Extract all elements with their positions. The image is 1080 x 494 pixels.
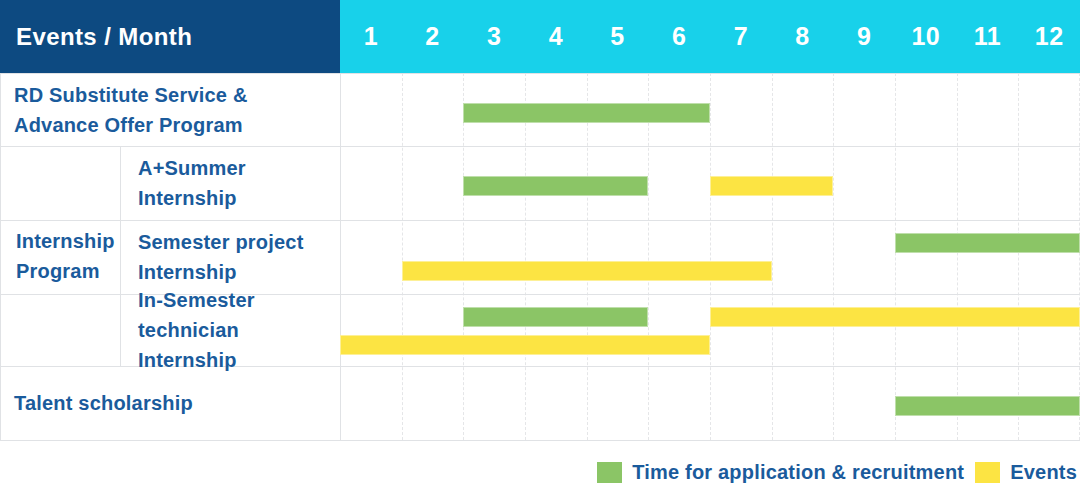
bar-event: [402, 261, 772, 281]
group-label-line: Program: [16, 256, 120, 286]
row-label: RD Substitute Service &Advance Offer Pro…: [0, 73, 340, 146]
month-header-4: 4: [525, 0, 587, 73]
bar-recruitment: [895, 233, 1080, 253]
events-month-header-label: Events / Month: [16, 23, 192, 51]
month-gridline: [833, 73, 834, 440]
legend-label-event: Events: [1010, 461, 1077, 484]
month-gridline: [1018, 73, 1019, 440]
bar-event: [710, 307, 1080, 327]
month-header-7: 7: [710, 0, 772, 73]
month-gridline: [772, 73, 773, 440]
bar-event: [340, 335, 710, 355]
bar-recruitment: [895, 396, 1080, 416]
month-header-5: 5: [587, 0, 649, 73]
bar-event: [710, 176, 833, 196]
bar-recruitment: [463, 307, 648, 327]
row-label-line: Talent scholarship: [14, 388, 340, 418]
month-header-10: 10: [895, 0, 957, 73]
row-label: Talent scholarship: [0, 366, 340, 440]
legend-item-recruitment: Time for application & recruitment: [597, 461, 964, 484]
month-gridline: [402, 73, 403, 440]
row-label: A+SummerInternship: [120, 146, 340, 220]
row-label: In-Semestertechnician Internship: [120, 294, 340, 366]
row-label-line: Internship: [138, 183, 340, 213]
month-header-9: 9: [833, 0, 895, 73]
row-separator: [0, 440, 1080, 441]
row-label-line: In-Semester: [138, 285, 340, 315]
month-gridline: [463, 73, 464, 440]
gantt-chart: Events / Month 123456789101112 RD Substi…: [0, 0, 1080, 494]
month-header-row: 123456789101112: [340, 0, 1080, 73]
row-label-line: Advance Offer Program: [14, 110, 340, 140]
month-header-8: 8: [772, 0, 834, 73]
events-month-header: Events / Month: [0, 0, 340, 73]
bar-recruitment: [463, 103, 710, 123]
month-header-12: 12: [1018, 0, 1080, 73]
bar-recruitment: [463, 176, 648, 196]
row-label-line: A+Summer: [138, 153, 340, 183]
month-gridline: [710, 73, 711, 440]
month-header-3: 3: [463, 0, 525, 73]
month-header-11: 11: [957, 0, 1019, 73]
month-gridline: [957, 73, 958, 440]
legend-swatch-event: [975, 462, 1000, 483]
month-gridline: [648, 73, 649, 440]
legend-label-recruitment: Time for application & recruitment: [632, 461, 964, 484]
month-gridline: [525, 73, 526, 440]
group-label-internship-program: InternshipProgram: [0, 146, 120, 366]
legend: Time for application & recruitment Events: [586, 457, 1077, 487]
group-label-line: Internship: [16, 226, 120, 256]
month-header-6: 6: [648, 0, 710, 73]
legend-swatch-recruitment: [597, 462, 622, 483]
legend-item-event: Events: [975, 461, 1077, 484]
row-label: Semester projectInternship: [120, 220, 340, 294]
month-gridline: [895, 73, 896, 440]
table-border: [340, 73, 341, 440]
row-label-line: Semester project: [138, 227, 340, 257]
month-header-2: 2: [402, 0, 464, 73]
month-header-1: 1: [340, 0, 402, 73]
row-label-line: Internship: [138, 257, 340, 287]
row-label-line: RD Substitute Service &: [14, 80, 340, 110]
month-gridline: [587, 73, 588, 440]
